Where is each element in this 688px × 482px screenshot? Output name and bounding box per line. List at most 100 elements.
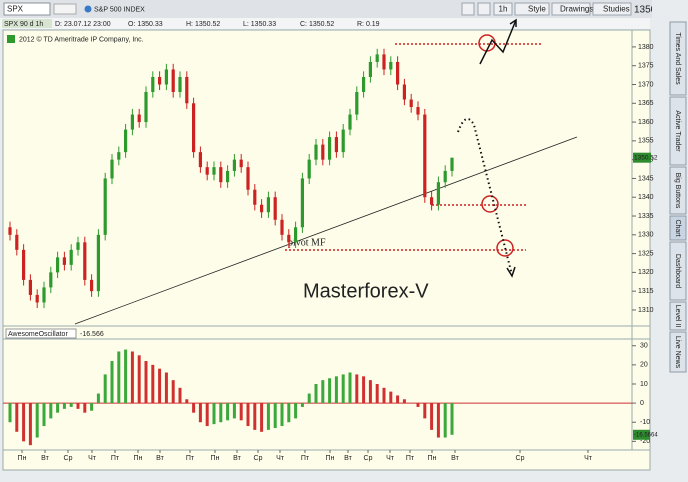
candle-body <box>423 114 427 198</box>
candle-body <box>137 114 141 123</box>
brand-label: Masterforex-V <box>303 280 429 302</box>
oscillator-bar <box>423 403 427 419</box>
candle-body <box>96 234 100 292</box>
candle-body <box>62 257 66 265</box>
style-button[interactable] <box>514 2 550 16</box>
candle-body <box>253 189 257 205</box>
oscillator-bar <box>450 403 454 435</box>
tools-button[interactable] <box>477 2 491 16</box>
candle-body <box>151 76 155 93</box>
candle-body <box>69 249 73 265</box>
candle-body <box>130 114 134 130</box>
info-item: O: 1350.33 <box>128 21 163 28</box>
oscillator-bar <box>144 361 148 404</box>
side-tab[interactable] <box>669 301 687 331</box>
candle-body <box>205 167 209 175</box>
oscillator-bar <box>164 372 168 404</box>
side-tab[interactable] <box>669 215 687 241</box>
candle-body <box>328 137 332 160</box>
y-tick-label: 1355 <box>638 138 654 145</box>
oscillator-bar <box>219 403 223 423</box>
side-tab-label: Live News <box>674 336 681 369</box>
oscillator-bar <box>375 383 379 404</box>
oscillator-bar <box>273 403 277 428</box>
oscillator-bar <box>178 387 182 404</box>
candle-body <box>164 69 168 85</box>
candle-body <box>375 54 379 62</box>
side-tab[interactable] <box>669 21 687 96</box>
info-item: H: 1350.52 <box>186 21 220 28</box>
x-tick-label: Ср <box>254 455 263 462</box>
candle-body <box>56 257 60 273</box>
oscillator-bar <box>171 380 175 404</box>
oscillator-bar <box>76 403 80 409</box>
y-tick-label: 1335 <box>638 213 654 220</box>
oscillator-bar <box>280 403 284 427</box>
side-tab[interactable] <box>669 166 687 215</box>
oscillator-bar <box>307 393 311 404</box>
candle-body <box>273 197 277 220</box>
symbol-input[interactable] <box>3 2 51 16</box>
candle-body <box>8 227 12 235</box>
study-readout: -16.566 <box>80 331 104 338</box>
oscillator-bar <box>314 383 318 404</box>
drawings-button[interactable] <box>551 2 591 16</box>
candle-body <box>110 159 114 179</box>
info-item: L: 1350.33 <box>243 21 276 28</box>
symbol: SPX <box>7 5 24 14</box>
x-tick-label: Вт <box>451 455 459 462</box>
x-tick-label: Пн <box>134 455 143 462</box>
candle-body <box>396 61 400 85</box>
candle-body <box>402 84 406 100</box>
oscillator-bar <box>212 403 216 425</box>
oscillator-bar <box>436 403 440 438</box>
x-tick-label: Пт <box>301 455 310 462</box>
oscillator-bar <box>28 403 32 446</box>
candle-body <box>76 242 80 250</box>
copyright: 2012 © TD Ameritrade IP Company, Inc. <box>19 35 144 43</box>
side-tab[interactable] <box>669 96 687 166</box>
candle-body <box>260 204 264 213</box>
studies-button[interactable] <box>592 2 632 16</box>
lock-button[interactable] <box>461 2 475 16</box>
y-tick-label: 1370 <box>638 81 654 88</box>
interval-button[interactable] <box>493 2 513 16</box>
candle-body <box>362 76 366 93</box>
oscillator-bar <box>8 403 12 423</box>
oscillator-bar <box>90 403 94 411</box>
pivot-label: pivot MF <box>288 237 326 248</box>
candle-body <box>144 92 148 123</box>
symbol-buttons[interactable] <box>53 3 77 15</box>
side-tab[interactable] <box>669 241 687 301</box>
interval: 1h <box>499 5 508 14</box>
button-label: Style <box>528 5 546 14</box>
last-price-tag <box>633 152 651 163</box>
candle-body <box>35 294 39 303</box>
candle-body <box>15 234 19 250</box>
candle-body <box>192 103 196 153</box>
oscillator-bar <box>260 403 264 432</box>
candle-body <box>348 114 352 130</box>
x-tick-label: Пн <box>18 455 27 462</box>
info-item: R: 0.19 <box>357 21 380 28</box>
target-circle <box>481 195 499 213</box>
y-tick-label: 1315 <box>638 288 654 295</box>
button-label: Studies <box>603 5 630 14</box>
y-tick-label: 1375 <box>638 63 654 70</box>
candle-body <box>266 197 270 213</box>
candle-body <box>314 144 318 160</box>
x-tick-label: Чт <box>88 455 97 462</box>
candle-body <box>246 167 250 190</box>
candle-body <box>307 159 311 179</box>
side-tab-label: Times And Sales <box>674 32 681 85</box>
oscillator-bar <box>192 403 196 413</box>
candle-body <box>368 61 372 77</box>
side-tab[interactable] <box>669 331 687 373</box>
oscillator-bar <box>416 403 420 407</box>
y-tick-label: 10 <box>640 381 648 388</box>
candle-body <box>389 61 393 70</box>
oscillator-bar <box>402 399 406 404</box>
oscillator-bar <box>69 403 73 407</box>
study-name: AwesomeOscillator <box>8 331 68 338</box>
